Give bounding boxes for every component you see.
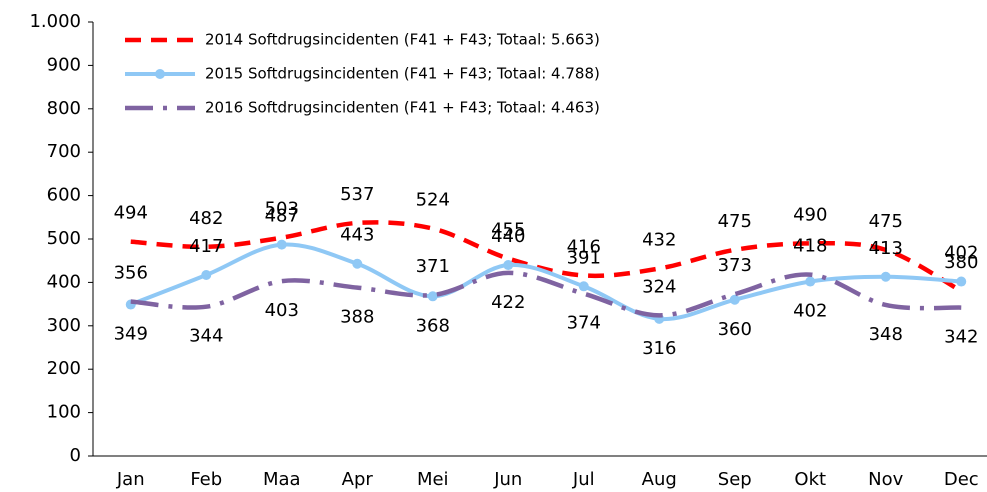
y-tick-label: 500: [47, 228, 81, 249]
marker: [503, 260, 514, 271]
data-label: 482: [189, 208, 223, 229]
data-label: 342: [944, 327, 978, 348]
data-label: 316: [642, 338, 676, 359]
legend-marker: [155, 69, 165, 79]
marker: [352, 258, 363, 269]
marker: [201, 270, 212, 281]
legend-label: 2014 Softdrugsincidenten (F41 + F43; Tot…: [205, 31, 600, 49]
x-tick-label: Jul: [572, 469, 595, 490]
legend-label: 2016 Softdrugsincidenten (F41 + F43; Tot…: [205, 99, 600, 117]
y-tick-label: 700: [47, 141, 81, 162]
data-label: 373: [718, 255, 752, 276]
data-label: 455: [491, 220, 525, 241]
data-label: 368: [416, 315, 450, 336]
legend-label: 2015 Softdrugsincidenten (F41 + F43; Tot…: [205, 65, 600, 83]
x-tick-label: Okt: [794, 469, 826, 490]
x-tick-label: Nov: [868, 469, 903, 490]
data-label: 537: [340, 184, 374, 205]
y-tick-label: 300: [47, 315, 81, 336]
data-label: 487: [265, 206, 299, 227]
data-label: 391: [567, 247, 601, 268]
series-line: [130, 220, 963, 294]
marker: [805, 276, 816, 287]
data-label: 349: [114, 324, 148, 345]
marker: [427, 291, 438, 302]
data-label: 503: [265, 199, 299, 220]
y-tick-label: 800: [47, 98, 81, 119]
data-label: 475: [869, 211, 903, 232]
data-label: 413: [869, 238, 903, 259]
data-label: 402: [944, 243, 978, 264]
data-label: 402: [793, 301, 827, 322]
marker: [880, 271, 891, 282]
x-tick-label: Maa: [263, 469, 301, 490]
x-tick-label: Dec: [944, 469, 979, 490]
marker: [729, 294, 740, 305]
x-tick-label: Jun: [493, 469, 522, 490]
data-label: 344: [189, 326, 223, 347]
series-line: [130, 270, 962, 318]
marker: [578, 281, 589, 292]
x-tick-label: Sep: [718, 469, 752, 490]
data-label: 374: [567, 313, 601, 334]
x-tick-label: Aug: [642, 469, 677, 490]
data-label: 440: [491, 226, 525, 247]
y-tick-label: 200: [47, 358, 81, 379]
data-label: 324: [642, 276, 676, 297]
data-label: 432: [642, 230, 676, 251]
y-tick-label: 600: [47, 185, 81, 206]
data-label: 388: [340, 307, 374, 328]
data-label: 360: [718, 319, 752, 340]
data-label: 494: [114, 203, 148, 224]
marker: [276, 239, 287, 250]
data-label: 348: [869, 324, 903, 345]
x-tick-label: Feb: [190, 469, 222, 490]
y-tick-label: 100: [47, 402, 81, 423]
data-label: 422: [491, 292, 525, 313]
data-label: 490: [793, 204, 827, 225]
data-label: 417: [189, 236, 223, 257]
y-tick-label: 1.000: [29, 11, 81, 32]
data-label: 380: [944, 252, 978, 273]
x-tick-label: Mei: [417, 469, 449, 490]
x-tick-label: Apr: [342, 469, 374, 490]
data-label: 416: [567, 236, 601, 257]
data-label: 371: [416, 256, 450, 277]
x-tick-label: Jan: [116, 469, 145, 490]
y-tick-label: 400: [47, 271, 81, 292]
y-tick-label: 0: [70, 445, 81, 466]
y-tick-label: 900: [47, 54, 81, 75]
data-label: 356: [114, 262, 148, 283]
marker: [956, 276, 967, 287]
data-label: 403: [265, 300, 299, 321]
data-label: 418: [793, 236, 827, 257]
data-label: 524: [416, 190, 450, 211]
data-label: 443: [340, 225, 374, 246]
data-label: 475: [718, 211, 752, 232]
